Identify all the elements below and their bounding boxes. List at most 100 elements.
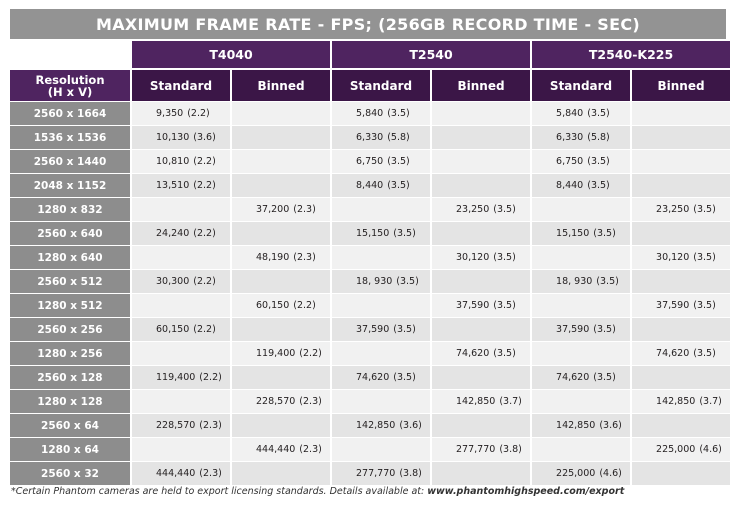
value-cell: 18, 930 (3.5)	[532, 269, 631, 293]
record-time-value: (5.8)	[387, 132, 410, 143]
value-cell: 5,840 (3.5)	[332, 101, 431, 125]
fps-value: 6,750	[556, 156, 584, 167]
record-time-value: (3.8)	[399, 468, 422, 479]
record-time-value: (3.5)	[396, 276, 419, 287]
table-row: 1280 x 128 228,570 (2.3) 142,850 (3.7) 142,85…	[10, 389, 731, 413]
value-cell	[632, 461, 731, 485]
value-cell: 74,620 (3.5)	[432, 341, 531, 365]
fps-value: 142,850	[656, 396, 696, 407]
resolution-cell: 2560 x 128	[10, 365, 130, 389]
camera-header-t2540-k225: T2540-K225	[532, 41, 731, 68]
value-cell	[332, 245, 431, 269]
record-time-value: (2.2)	[193, 276, 216, 287]
fps-value: 119,400	[256, 348, 296, 359]
value-cell: 18, 930 (3.5)	[332, 269, 431, 293]
frame-rate-table-container: MAXIMUM FRAME RATE - FPS; (256GB RECORD …	[10, 9, 731, 485]
value-cell	[632, 125, 731, 149]
value-cell	[532, 437, 631, 461]
record-time-value: (2.2)	[199, 372, 222, 383]
value-cell: 37,590 (3.5)	[432, 293, 531, 317]
fps-value: 30,120	[456, 252, 490, 263]
table-row: 2560 x 640 24,240 (2.2) 15,150 (3.5) 15,150 (3…	[10, 221, 731, 245]
fps-value: 74,620	[456, 348, 490, 359]
record-time-value: (3.5)	[387, 180, 410, 191]
value-cell	[232, 461, 331, 485]
fps-value: 37,590	[356, 324, 390, 335]
record-time-value: (3.6)	[599, 420, 622, 431]
value-cell: 5,840 (3.5)	[532, 101, 631, 125]
value-cell	[432, 269, 531, 293]
fps-value: 13,510	[156, 180, 190, 191]
value-cell	[432, 317, 531, 341]
value-cell: 74,620 (3.5)	[632, 341, 731, 365]
camera-header-t4040: T4040	[132, 41, 331, 68]
record-time-value: (5.8)	[587, 132, 610, 143]
resolution-cell: 2560 x 32	[10, 461, 130, 485]
fps-value: 30,120	[656, 252, 690, 263]
resolution-header-unit: (H x V)	[47, 84, 93, 99]
table-body: 2560 x 1664 9,350 (2.2) 5,840 (3.5) 5,840 (3.5…	[10, 101, 731, 485]
record-time-value: (3.5)	[393, 324, 416, 335]
mode-header-standard: Standard	[132, 68, 230, 101]
record-time-value: (3.5)	[587, 108, 610, 119]
fps-value: 225,000	[656, 444, 696, 455]
fps-value: 225,000	[556, 468, 596, 479]
record-time-value: (2.3)	[199, 420, 222, 431]
value-cell	[632, 101, 731, 125]
record-time-value: (2.2)	[187, 108, 210, 119]
value-cell: 60,150 (2.2)	[132, 317, 230, 341]
value-cell: 60,150 (2.2)	[232, 293, 331, 317]
resolution-cell: 1280 x 512	[10, 293, 130, 317]
fps-value: 10,810	[156, 156, 190, 167]
table-title: MAXIMUM FRAME RATE - FPS; (256GB RECORD …	[10, 9, 726, 39]
table-row: 2560 x 32 444,440 (2.3) 277,770 (3.8) 225,000…	[10, 461, 731, 485]
mode-header-standard: Standard	[332, 68, 431, 101]
value-cell	[632, 365, 731, 389]
record-time-value: (4.6)	[699, 444, 722, 455]
table-row: 1536 x 1536 10,130 (3.6) 6,330 (5.8) 6,330 (5.…	[10, 125, 731, 149]
record-time-value: (3.5)	[493, 348, 516, 359]
fps-value: 15,150	[556, 228, 590, 239]
value-cell	[532, 245, 631, 269]
value-cell	[632, 413, 731, 437]
table-row: 1280 x 256 119,400 (2.2) 74,620 (3.5) 74,620(…	[10, 341, 731, 365]
export-link[interactable]: www.phantomhighspeed.com/export	[427, 486, 625, 497]
fps-value: 23,250	[656, 204, 690, 215]
value-cell: 9,350 (2.2)	[132, 101, 230, 125]
value-cell: 119,400 (2.2)	[232, 341, 331, 365]
value-cell	[332, 341, 431, 365]
record-time-value: (2.3)	[199, 468, 222, 479]
resolution-cell: 2560 x 64	[10, 413, 130, 437]
record-time-value: (3.5)	[387, 108, 410, 119]
value-cell: 6,750 (3.5)	[532, 149, 631, 173]
table-row: 2560 x 64 228,570 (2.3) 142,850 (3.6) 142,850…	[10, 413, 731, 437]
record-time-value: (3.5)	[387, 156, 410, 167]
value-cell: 37,590 (3.5)	[332, 317, 431, 341]
value-cell	[232, 269, 331, 293]
record-time-value: (3.7)	[499, 396, 522, 407]
footnote-text: *Certain Phantom cameras are held to exp…	[11, 486, 428, 497]
value-cell: 225,000 (4.6)	[632, 437, 731, 461]
value-cell	[132, 389, 230, 413]
value-cell	[232, 101, 331, 125]
header-blank-cell	[10, 41, 130, 68]
value-cell	[432, 461, 531, 485]
record-time-value: (3.5)	[393, 372, 416, 383]
record-time-value: (3.5)	[693, 204, 716, 215]
frame-rate-table: T4040 T2540 T2540-K225 Resolution (H x V…	[8, 41, 732, 485]
fps-value: 60,150	[156, 324, 190, 335]
value-cell: 74,620 (3.5)	[532, 365, 631, 389]
value-cell: 6,330 (5.8)	[332, 125, 431, 149]
record-time-value: (2.2)	[193, 156, 216, 167]
value-cell	[332, 197, 431, 221]
fps-value: 10,130	[156, 132, 190, 143]
value-cell: 37,590 (3.5)	[632, 293, 731, 317]
resolution-cell: 1280 x 64	[10, 437, 130, 461]
value-cell: 30,120 (3.5)	[632, 245, 731, 269]
resolution-cell: 2560 x 512	[10, 269, 130, 293]
value-cell: 119,400 (2.2)	[132, 365, 230, 389]
record-time-value: (3.5)	[693, 348, 716, 359]
value-cell	[432, 365, 531, 389]
fps-value: 142,850	[556, 420, 596, 431]
mode-header-binned: Binned	[432, 68, 531, 101]
